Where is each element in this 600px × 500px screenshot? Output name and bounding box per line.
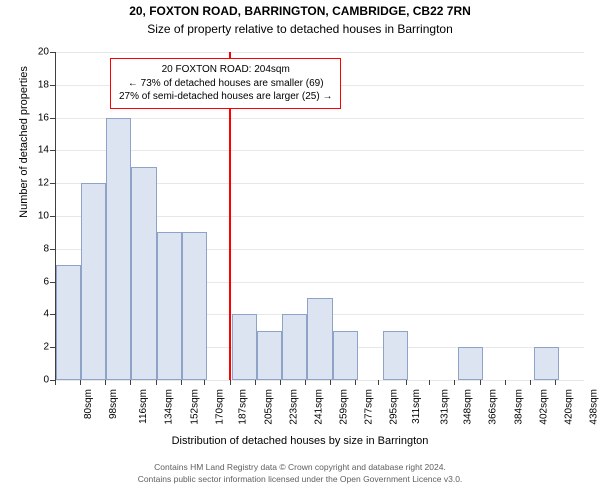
histogram-bar bbox=[182, 232, 207, 380]
x-tick-mark bbox=[280, 380, 281, 385]
histogram-bar bbox=[106, 118, 131, 380]
x-tick-label: 311sqm bbox=[411, 389, 422, 424]
x-tick-label: 98sqm bbox=[108, 389, 119, 419]
histogram-bar bbox=[333, 331, 358, 380]
x-tick-label: 259sqm bbox=[339, 389, 350, 425]
histogram-bar bbox=[257, 331, 282, 380]
x-tick-mark bbox=[355, 380, 356, 385]
x-tick-label: 116sqm bbox=[138, 389, 149, 424]
y-tick-label: 4 bbox=[27, 309, 49, 320]
y-tick-label: 18 bbox=[27, 79, 49, 90]
title-main: 20, FOXTON ROAD, BARRINGTON, CAMBRIDGE, … bbox=[0, 4, 600, 18]
attribution-line: Contains HM Land Registry data © Crown c… bbox=[0, 462, 600, 474]
x-tick-label: 348sqm bbox=[463, 389, 474, 425]
y-tick-mark bbox=[50, 85, 55, 86]
x-tick-mark bbox=[130, 380, 131, 385]
y-tick-mark bbox=[50, 282, 55, 283]
y-tick-label: 8 bbox=[27, 243, 49, 254]
x-tick-label: 223sqm bbox=[288, 389, 299, 425]
gridline bbox=[56, 52, 584, 53]
y-tick-mark bbox=[50, 347, 55, 348]
x-tick-label: 402sqm bbox=[538, 389, 549, 425]
y-tick-label: 10 bbox=[27, 211, 49, 222]
y-tick-label: 6 bbox=[27, 276, 49, 287]
x-tick-label: 438sqm bbox=[589, 389, 600, 425]
x-tick-label: 420sqm bbox=[563, 389, 574, 425]
annotation-line: 20 FOXTON ROAD: 204sqm bbox=[119, 63, 332, 77]
x-tick-mark bbox=[429, 380, 430, 385]
x-tick-mark bbox=[105, 380, 106, 385]
y-tick-mark bbox=[50, 183, 55, 184]
x-tick-label: 205sqm bbox=[263, 389, 274, 425]
y-tick-mark bbox=[50, 249, 55, 250]
x-tick-mark bbox=[230, 380, 231, 385]
y-tick-mark bbox=[50, 118, 55, 119]
x-tick-mark bbox=[480, 380, 481, 385]
x-tick-mark bbox=[454, 380, 455, 385]
gridline bbox=[56, 118, 584, 119]
x-tick-mark bbox=[505, 380, 506, 385]
subtitle: Size of property relative to detached ho… bbox=[0, 22, 600, 36]
y-tick-mark bbox=[50, 52, 55, 53]
histogram-bar bbox=[56, 265, 81, 380]
x-tick-mark bbox=[406, 380, 407, 385]
x-tick-label: 170sqm bbox=[214, 389, 225, 425]
x-tick-mark bbox=[181, 380, 182, 385]
x-tick-label: 152sqm bbox=[189, 389, 200, 425]
x-tick-label: 241sqm bbox=[313, 389, 324, 425]
y-tick-label: 20 bbox=[27, 47, 49, 58]
x-tick-mark bbox=[55, 380, 56, 385]
x-tick-label: 384sqm bbox=[513, 389, 524, 425]
attribution-line: Contains public sector information licen… bbox=[0, 474, 600, 486]
x-tick-mark bbox=[330, 380, 331, 385]
x-tick-label: 277sqm bbox=[364, 389, 375, 425]
x-tick-mark bbox=[305, 380, 306, 385]
histogram-bar bbox=[458, 347, 483, 380]
histogram-bar bbox=[383, 331, 408, 380]
x-tick-mark bbox=[156, 380, 157, 385]
x-tick-mark bbox=[80, 380, 81, 385]
y-tick-mark bbox=[50, 314, 55, 315]
annotation-line: ← 73% of detached houses are smaller (69… bbox=[119, 77, 332, 91]
y-tick-label: 16 bbox=[27, 112, 49, 123]
y-tick-mark bbox=[50, 216, 55, 217]
y-tick-label: 14 bbox=[27, 145, 49, 156]
annotation-line: 27% of semi-detached houses are larger (… bbox=[119, 90, 332, 104]
x-tick-mark bbox=[530, 380, 531, 385]
x-axis-label: Distribution of detached houses by size … bbox=[0, 435, 600, 447]
y-tick-label: 2 bbox=[27, 342, 49, 353]
x-tick-mark bbox=[204, 380, 205, 385]
x-tick-label: 80sqm bbox=[83, 389, 94, 419]
x-tick-label: 134sqm bbox=[164, 389, 175, 425]
x-tick-label: 331sqm bbox=[439, 389, 450, 425]
histogram-bar bbox=[307, 298, 332, 380]
x-tick-mark bbox=[378, 380, 379, 385]
y-tick-label: 0 bbox=[27, 375, 49, 386]
x-tick-label: 295sqm bbox=[389, 389, 400, 425]
x-tick-mark bbox=[255, 380, 256, 385]
chart-page: { "title_main": "20, FOXTON ROAD, BARRIN… bbox=[0, 0, 600, 500]
histogram-bar bbox=[81, 183, 106, 380]
x-tick-label: 366sqm bbox=[488, 389, 499, 425]
histogram-bar bbox=[534, 347, 559, 380]
annotation-box: 20 FOXTON ROAD: 204sqm← 73% of detached … bbox=[110, 58, 341, 109]
y-tick-mark bbox=[50, 150, 55, 151]
histogram-bar bbox=[282, 314, 307, 380]
gridline bbox=[56, 150, 584, 151]
histogram-bar bbox=[232, 314, 257, 380]
x-tick-mark bbox=[555, 380, 556, 385]
y-tick-label: 12 bbox=[27, 178, 49, 189]
x-tick-label: 187sqm bbox=[238, 389, 249, 425]
histogram-bar bbox=[131, 167, 156, 380]
histogram-bar bbox=[157, 232, 182, 380]
attribution-block: Contains HM Land Registry data © Crown c… bbox=[0, 462, 600, 486]
